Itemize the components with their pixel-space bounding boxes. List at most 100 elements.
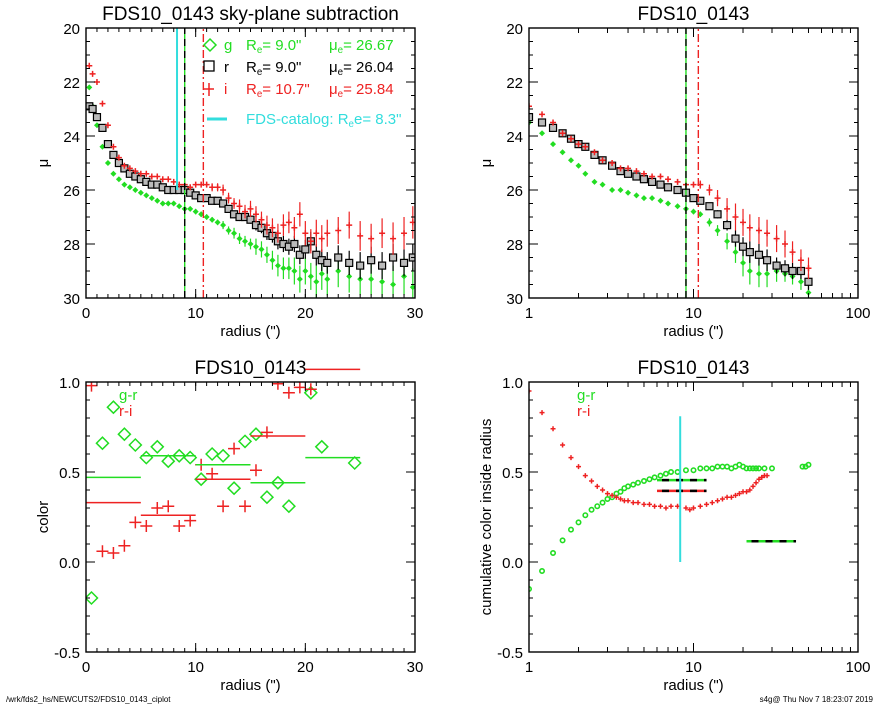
x-axis-label: radius (") — [663, 677, 723, 694]
data-point — [761, 465, 768, 472]
data-point — [567, 526, 574, 533]
data-point — [252, 211, 259, 218]
data-point — [187, 205, 194, 212]
data-point — [719, 496, 725, 502]
series-g — [86, 84, 415, 298]
data-point — [148, 195, 155, 202]
data-point — [259, 490, 275, 505]
legend-mue-value: μe= 26.04 — [329, 59, 394, 78]
data-point — [683, 505, 689, 511]
data-point — [89, 70, 96, 77]
data-point — [242, 208, 249, 215]
data-point — [754, 250, 764, 259]
x-tick-label: 100 — [845, 305, 870, 322]
data-point — [747, 487, 753, 493]
data-point — [804, 277, 813, 286]
data-point — [768, 465, 775, 472]
legend-r-i: r-i — [577, 403, 590, 420]
legend-marker-plus — [204, 83, 214, 96]
data-point — [696, 196, 705, 205]
data-point — [728, 494, 734, 500]
data-point — [390, 281, 397, 288]
data-point — [743, 465, 750, 472]
data-point — [239, 500, 252, 513]
y-axis-label: μ — [35, 159, 52, 168]
y-tick-label: 22 — [63, 75, 80, 92]
data-point — [216, 448, 231, 463]
data-point — [640, 477, 647, 484]
data-point — [263, 251, 270, 258]
data-point — [539, 111, 546, 118]
data-point — [709, 465, 716, 472]
data-point — [252, 243, 259, 250]
data-point — [599, 157, 606, 164]
data-point — [719, 463, 726, 470]
y-tick-label: 26 — [506, 183, 523, 200]
data-point — [247, 241, 254, 247]
data-point — [703, 465, 710, 472]
data-point — [388, 253, 398, 262]
data-point — [170, 178, 177, 185]
legend-re-value: Re= 10.7" — [246, 81, 310, 100]
data-point — [641, 501, 647, 507]
series-g-r — [529, 461, 812, 592]
data-point — [323, 258, 332, 267]
data-point — [291, 224, 298, 231]
data-point — [753, 480, 759, 486]
data-point — [599, 181, 606, 188]
data-point — [663, 183, 673, 192]
data-point — [154, 173, 161, 180]
data-point — [722, 221, 732, 230]
y-axis-label: μ — [478, 159, 495, 168]
data-point — [249, 464, 262, 477]
data-point — [335, 268, 342, 274]
data-point — [682, 467, 689, 474]
data-point — [589, 478, 595, 484]
data-point — [162, 500, 175, 513]
x-tick-label: 30 — [407, 659, 424, 676]
data-point — [635, 479, 642, 486]
data-point — [313, 278, 320, 285]
data-point — [657, 472, 664, 479]
x-tick-label: 20 — [297, 659, 314, 676]
data-point — [378, 261, 387, 270]
data-point — [613, 494, 619, 500]
data-point — [609, 187, 616, 193]
data-point — [218, 199, 228, 208]
data-point — [588, 506, 595, 513]
data-point — [539, 410, 545, 416]
data-point — [368, 235, 375, 242]
legend-band-label: g — [224, 37, 232, 54]
data-point — [334, 253, 343, 262]
data-point — [192, 181, 199, 188]
data-point — [104, 160, 111, 166]
data-point — [258, 246, 265, 253]
data-point — [290, 239, 299, 249]
data-point — [318, 235, 325, 242]
data-point — [625, 498, 631, 504]
legend-band-label: r — [224, 59, 229, 76]
data-point — [640, 195, 647, 202]
data-point — [220, 222, 227, 229]
x-tick-label: 1 — [525, 305, 533, 322]
data-point — [159, 176, 166, 183]
data-point — [559, 537, 566, 544]
data-point — [630, 481, 637, 488]
legend-marker-square — [203, 60, 215, 72]
data-point — [633, 192, 640, 199]
data-point — [236, 235, 243, 242]
data-point — [750, 483, 756, 489]
data-point — [759, 474, 765, 480]
data-point — [575, 519, 582, 526]
data-point — [150, 439, 165, 454]
x-axis-label: radius (") — [220, 323, 280, 340]
data-point — [295, 250, 304, 259]
data-point — [756, 476, 762, 482]
data-point — [750, 465, 757, 472]
data-point — [242, 238, 249, 245]
data-point — [599, 499, 606, 506]
data-point — [203, 214, 210, 220]
data-point — [95, 436, 110, 451]
y-axis-label: cumulative color inside radius — [478, 419, 495, 616]
data-point — [318, 270, 325, 277]
